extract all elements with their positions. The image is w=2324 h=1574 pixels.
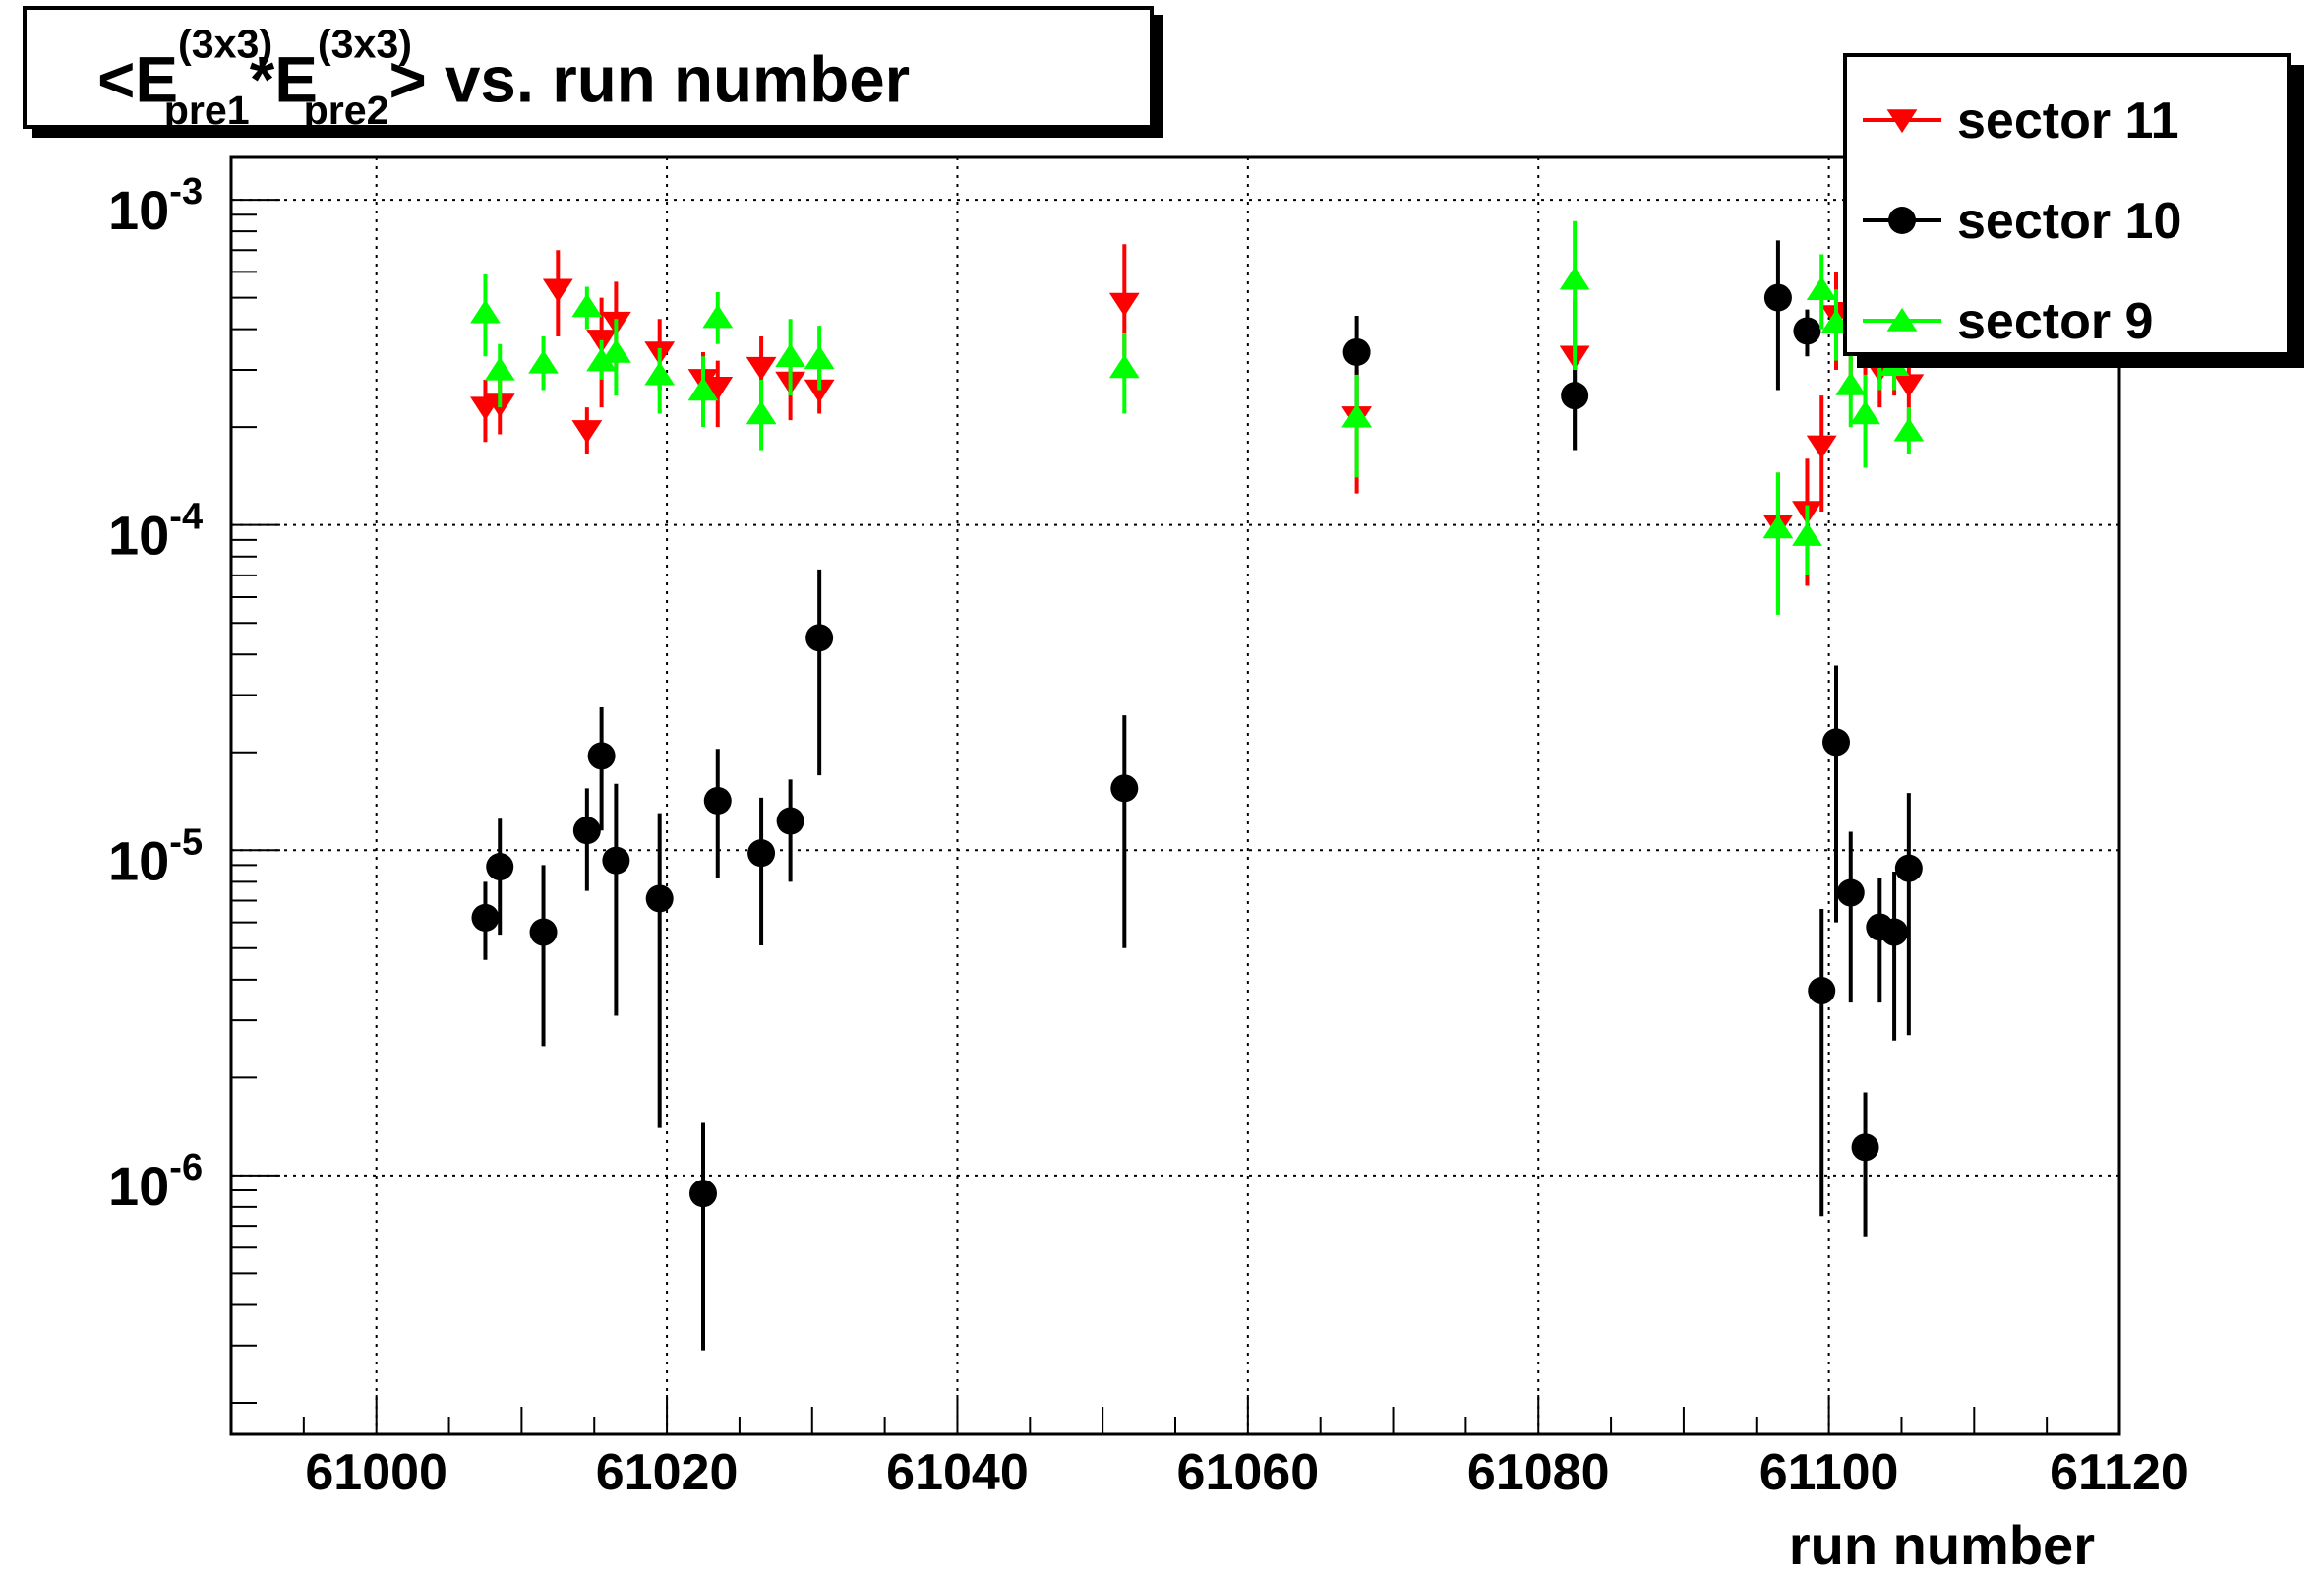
data-point [745,400,777,425]
data-point [571,420,603,444]
data-point [1878,352,1910,376]
chart-title: <E(3x3) pre1*E(3x3) pre2> vs. run number [97,22,910,125]
legend-label: sector 10 [1957,193,2181,250]
data-point [600,338,631,363]
data-point [1835,371,1867,395]
series-sector-10 [471,240,1923,1351]
data-point [1792,522,1822,546]
title-sup2: (3x3) [318,22,412,67]
data-point [471,903,500,932]
title-sub1: pre1 [164,88,250,125]
data-point [602,846,630,875]
data-point [1836,878,1865,907]
series-sector-11 [470,244,1925,610]
legend-entries: sector 11 sector 10 sector 9 [1863,92,2181,350]
legend-label: sector 11 [1957,92,2179,150]
data-point [1108,354,1140,379]
data-point [1110,774,1139,803]
data-point [1342,337,1371,366]
x-tick-label: 61080 [1467,1444,1610,1501]
x-tick-label: 61000 [305,1444,447,1501]
data-point [644,361,676,386]
data-point [470,299,501,324]
title-sub2: pre2 [304,88,389,125]
data-point [645,884,674,913]
data-point [1822,728,1850,757]
y-tick-label: 10-5 [108,821,203,891]
data-point [1893,374,1925,398]
grid-lines [231,157,2119,1434]
x-axis-title: run number [1789,1514,2095,1574]
title-sup1: (3x3) [178,22,272,67]
data-point [1850,400,1880,425]
data-point [542,278,573,303]
title-open: <E [97,44,178,116]
data-point [1559,266,1590,290]
data-point [528,349,559,374]
legend: sector 11 sector 10 sector 9 [1843,53,2291,356]
data-point [703,786,732,815]
x-tick-label: 61020 [596,1444,739,1501]
y-tick-label: 10-4 [108,497,203,567]
data-point [587,742,616,770]
data-point [775,343,806,367]
data-point [1762,515,1794,539]
data-point [1341,403,1373,428]
data-point [1108,292,1140,317]
chart-title-box: <E(3x3) pre1*E(3x3) pre2> vs. run number [23,6,1154,129]
data-marks [470,220,1925,1351]
series-sector-9 [470,220,1925,615]
data-point [776,807,804,835]
legend-marker-circle [1888,207,1916,234]
data-point [586,347,618,372]
data-point [1806,276,1837,300]
x-tick-label: 61040 [886,1444,1029,1501]
title-mult: *E [250,44,318,116]
data-point [1561,382,1589,410]
data-point [805,624,834,652]
data-point [572,817,601,845]
axes [229,155,2121,1436]
title-close: > vs. run number [389,44,911,116]
data-point [687,377,719,401]
data-point [1793,317,1821,345]
x-tick-label: 61120 [2050,1444,2189,1501]
data-point [747,839,776,868]
legend-label: sector 9 [1957,293,2153,350]
data-point [1894,854,1923,882]
y-tick-label: 10-3 [108,171,203,241]
data-point [529,918,558,946]
legend-marker-triangle-up [1886,307,1918,332]
data-point [745,356,777,381]
data-point [571,293,603,318]
y-tick-label: 10-6 [108,1147,203,1217]
data-point [1763,283,1792,312]
axis-labels: 61000 61020 61040 61060 61080 61100 61120 10-3 1… [108,171,2189,1574]
data-point [1880,918,1909,946]
data-point [486,853,514,881]
data-point [804,345,835,370]
data-point [1851,1133,1879,1162]
data-point [702,377,734,400]
data-point [1808,977,1836,1005]
data-point [484,356,515,381]
svg-text:<E(3x3)pre1*E(3x3)pre2> vs. ru: <E(3x3) pre1*E(3x3) pre2> vs. run number [97,22,910,125]
x-tick-label: 61100 [1759,1444,1899,1501]
data-point [1806,435,1837,459]
data-point [804,379,835,403]
x-tick-label: 61060 [1177,1444,1320,1501]
data-point [702,304,734,329]
data-point [689,1180,717,1208]
data-point [1893,417,1925,442]
legend-marker-triangle-down [1886,109,1918,134]
